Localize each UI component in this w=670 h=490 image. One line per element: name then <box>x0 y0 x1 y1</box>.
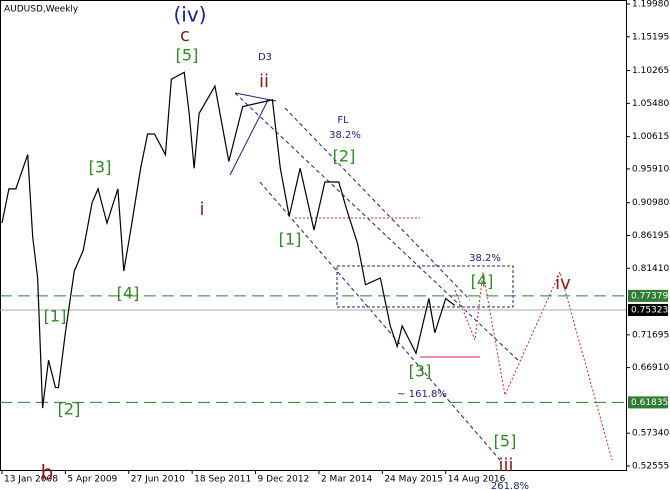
wave-label: c <box>180 25 190 46</box>
projection <box>454 270 613 461</box>
x-tick-label: 24 May 2015 <box>384 475 443 485</box>
price-level-label: 0.75323 <box>631 305 668 315</box>
wave-label: [2] <box>333 147 356 166</box>
x-tick-label: 13 Jan 2008 <box>4 475 58 485</box>
drawings <box>229 92 613 461</box>
wave-label: i <box>199 199 204 220</box>
channel-line <box>259 181 501 461</box>
wave-label: b <box>41 461 54 485</box>
trend-line <box>229 99 269 176</box>
wave-label: [2] <box>58 400 81 419</box>
wave-label: FL <box>337 115 349 126</box>
price-level-box <box>628 303 668 316</box>
x-tick-label: 9 Dec 2012 <box>258 475 310 485</box>
price-level-label: 0.61835 <box>631 398 668 408</box>
wave-label: [4] <box>471 272 494 291</box>
wave-label: [1] <box>44 307 67 326</box>
x-tick-label: 5 Apr 2009 <box>67 475 117 485</box>
wave-label: [1] <box>279 230 302 249</box>
y-tick-label: 0.86195 <box>632 231 669 241</box>
x-tick-label: 18 Sep 2011 <box>194 475 251 485</box>
trend-line <box>234 92 277 102</box>
wave-label: [3] <box>409 362 432 381</box>
wave-label: ~ 161.8% <box>397 389 447 400</box>
wave-label: (iv) <box>174 3 207 27</box>
price-level-label: 0.77379 <box>631 291 668 301</box>
chart-title: AUDUSD,Weekly <box>4 5 79 15</box>
y-tick-label: 0.57340 <box>632 429 669 439</box>
price-level-box <box>628 396 668 409</box>
wave-label: ii <box>259 71 269 92</box>
price-line <box>1 71 456 409</box>
x-tick-label: 27 Jun 2010 <box>131 475 185 485</box>
channel-line <box>234 92 521 363</box>
fib-box <box>336 265 514 308</box>
wave-label: [5] <box>494 432 517 451</box>
y-tick-label: 0.71695 <box>632 330 669 340</box>
wave-label: D3 <box>258 52 272 63</box>
wave-label: 38.2% <box>469 253 501 264</box>
y-tick-label: 1.10265 <box>632 66 669 76</box>
wave-label: 38.2% <box>329 130 361 141</box>
wave-label: [3] <box>89 158 112 177</box>
y-tick-label: 1.19980 <box>632 0 669 9</box>
x-tick-label: 14 Aug 2016 <box>448 475 506 485</box>
y-tick-label: 1.05480 <box>632 99 669 109</box>
plot-frame <box>0 0 627 471</box>
wave-label: iv <box>555 273 571 294</box>
wave-label: 261.8% <box>491 481 529 490</box>
y-tick-label: 1.00615 <box>632 132 669 142</box>
y-tick-label: 0.52555 <box>632 461 669 471</box>
y-tick-label: 1.15195 <box>632 32 669 42</box>
price-level-box <box>628 289 668 302</box>
y-tick-label: 0.66910 <box>632 363 669 373</box>
y-tick-label: 0.95910 <box>632 164 669 174</box>
x-tick-label: 2 Mar 2014 <box>321 475 373 485</box>
y-tick-label: 0.81410 <box>632 264 669 274</box>
y-tick-label: 0.90980 <box>632 198 669 208</box>
wave-label: [5] <box>176 46 199 65</box>
channel-line <box>284 107 471 301</box>
wave-label: iii <box>498 455 513 476</box>
wave-label: [4] <box>117 284 140 303</box>
